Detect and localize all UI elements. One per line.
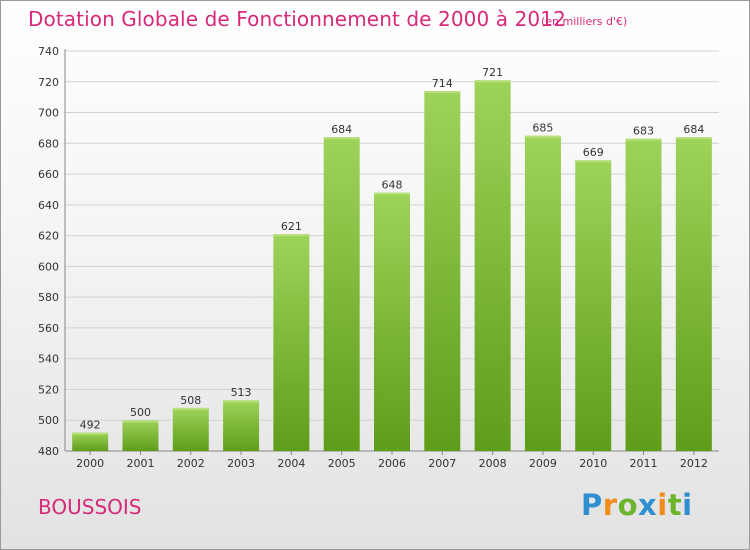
x-tick-label: 2007 (428, 457, 456, 470)
data-label: 684 (683, 123, 704, 136)
bar-top-highlight (172, 407, 209, 410)
bar-top-highlight (223, 400, 260, 403)
proxiti-logo: Proxiti (581, 488, 693, 522)
y-tick-label: 480 (38, 445, 59, 458)
y-tick-label: 580 (38, 291, 59, 304)
bar-top-highlight (374, 192, 410, 195)
bar (424, 91, 461, 451)
bar (223, 400, 260, 451)
y-tick-label: 560 (38, 322, 59, 335)
chart-title: Dotation Globale de Fonctionnement de 20… (28, 7, 566, 31)
commune-name: BOUSSOIS (38, 495, 142, 519)
bar-top-highlight (273, 234, 310, 237)
bars (72, 80, 712, 452)
x-tick-label: 2003 (227, 457, 255, 470)
data-label: 513 (231, 386, 252, 399)
bar-top-highlight (575, 160, 612, 163)
bar (72, 432, 109, 451)
y-tick-label: 520 (38, 383, 59, 396)
x-tick-label: 2009 (529, 457, 557, 470)
y-tick-label: 540 (38, 353, 59, 366)
bar-top-highlight (122, 420, 159, 423)
bar (524, 135, 561, 451)
bar-top-highlight (675, 137, 712, 140)
data-label: 492 (80, 419, 101, 432)
y-tick-label: 720 (38, 76, 59, 89)
logo-letter: t (667, 488, 683, 522)
labels: 480 500 520 540 560 580 600 620 640 660 680 700 720 7… (38, 45, 708, 470)
y-tick-label: 740 (38, 45, 59, 58)
logo-letter: r (602, 488, 618, 522)
logo-letter: i (657, 488, 668, 522)
x-tick-label: 2005 (328, 457, 356, 470)
bar-top-highlight (474, 80, 511, 83)
bar-top-highlight (625, 138, 662, 141)
data-label: 669 (583, 146, 604, 159)
data-label: 508 (180, 394, 201, 407)
data-label: 684 (331, 123, 352, 136)
x-tick-label: 2006 (378, 457, 406, 470)
data-label: 500 (130, 406, 151, 419)
x-tick-label: 2000 (76, 457, 104, 470)
bar (172, 407, 209, 451)
y-tick-label: 620 (38, 230, 59, 243)
data-label: 683 (633, 125, 654, 138)
logo-letter: x (638, 488, 658, 522)
y-tick-label: 680 (38, 137, 59, 150)
data-label: 648 (382, 179, 403, 192)
data-label: 621 (281, 220, 302, 233)
bar (122, 420, 159, 451)
y-tick-label: 600 (38, 260, 59, 273)
bar-top-highlight (323, 137, 360, 140)
data-label: 721 (482, 66, 503, 79)
bar-top-highlight (524, 135, 561, 138)
units-label: (en milliers d'€) (541, 15, 628, 28)
bar (474, 80, 511, 451)
bar (374, 192, 410, 452)
data-label: 714 (432, 77, 453, 90)
bar (575, 160, 612, 451)
y-tick-label: 500 (38, 414, 59, 427)
data-label: 685 (532, 122, 553, 135)
x-tick-label: 2011 (630, 457, 658, 470)
logo-letter: P (581, 488, 603, 522)
logo-letter: o (617, 488, 639, 522)
logo-letter: i (682, 488, 693, 522)
x-tick-label: 2012 (680, 457, 708, 470)
bar-top-highlight (72, 432, 109, 435)
x-tick-label: 2010 (579, 457, 607, 470)
y-tick-label: 660 (38, 168, 59, 181)
bar (625, 138, 662, 451)
x-tick-label: 2001 (126, 457, 154, 470)
bar (675, 137, 712, 451)
x-tick-label: 2004 (277, 457, 305, 470)
bar-top-highlight (424, 91, 461, 93)
x-tick-label: 2008 (479, 457, 507, 470)
x-tick-label: 2002 (177, 457, 205, 470)
bar (323, 137, 360, 451)
bar (273, 234, 310, 451)
y-tick-label: 700 (38, 107, 59, 120)
y-tick-label: 640 (38, 199, 59, 212)
